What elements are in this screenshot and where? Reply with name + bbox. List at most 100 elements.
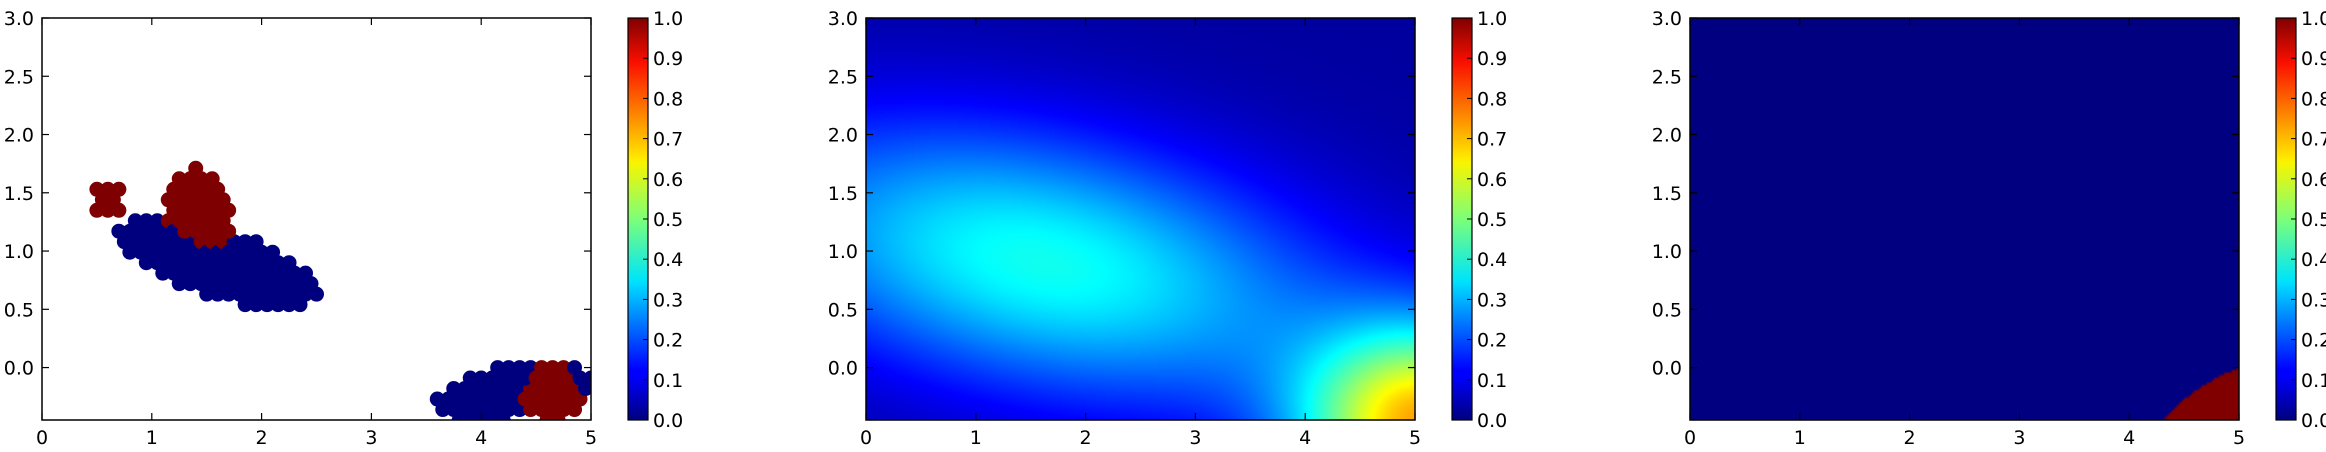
plot-frame — [1689, 17, 2240, 421]
y-tick-label: 2.5 — [828, 66, 858, 88]
y-tick-label: 2.0 — [1652, 125, 1682, 147]
x-tick-label: 1 — [1794, 427, 1806, 449]
scatter-point-class-1 — [221, 202, 237, 218]
x-tick-label: 5 — [2233, 427, 2245, 449]
y-tick-label: 1.0 — [1652, 241, 1682, 263]
x-tick-label: 1 — [146, 427, 158, 449]
scatter-points — [89, 160, 591, 420]
colorbar-gradient — [628, 18, 648, 420]
scatter-point-class-0 — [265, 244, 281, 260]
x-axis: 0 1 2 3 4 5 — [36, 18, 597, 449]
x-tick-label: 3 — [2013, 427, 2025, 449]
colorbar-tick-label: 0.1 — [2301, 370, 2326, 392]
colorbar-tick-label: 1.0 — [653, 8, 683, 30]
x-axis: 0 1 2 3 4 5 — [860, 18, 1421, 449]
scatter-point-class-1 — [221, 223, 237, 239]
x-tick-label: 4 — [475, 427, 487, 449]
scatter-point-class-1 — [111, 202, 127, 218]
heatmap-image — [866, 18, 1415, 420]
colorbar-tick-label: 0.4 — [1477, 249, 1507, 271]
colorbar-tick-label: 0.0 — [2301, 410, 2326, 432]
colorbar: 0.0 0.1 0.2 0.3 0.4 0.5 0.6 0.7 0.8 0.9 1.0 — [2275, 8, 2326, 432]
scatter-point-class-0 — [572, 370, 588, 386]
colorbar-tick-label: 0.5 — [2301, 209, 2326, 231]
colorbar-gradient — [2276, 18, 2296, 420]
y-tick-label: 1.0 — [4, 241, 34, 263]
x-tick-label: 5 — [1409, 427, 1421, 449]
scatter-point-class-0 — [473, 370, 489, 386]
x-tick-label: 2 — [1904, 427, 1916, 449]
colorbar: 0.0 0.1 0.2 0.3 0.4 0.5 0.6 0.7 0.8 0.9 1.0 — [1451, 8, 1507, 432]
scatter-point-class-0 — [111, 223, 127, 239]
colorbar-tick-label: 0.8 — [653, 88, 683, 110]
scatter-point-class-0 — [429, 391, 445, 407]
colorbar-tick-label: 0.1 — [653, 370, 683, 392]
colorbar-tick-label: 0.4 — [2301, 249, 2326, 271]
colorbar-tick-label: 0.7 — [653, 129, 683, 151]
y-tick-label: 0.5 — [4, 299, 34, 321]
y-tick-label: 2.0 — [828, 125, 858, 147]
plot-frame — [41, 17, 592, 421]
y-tick-label: 1.0 — [828, 241, 858, 263]
y-axis: 0.0 0.5 1.0 1.5 2.0 2.5 3.0 — [1652, 8, 2239, 380]
colorbar-tick-label: 0.2 — [653, 330, 683, 352]
x-tick-label: 4 — [1299, 427, 1311, 449]
y-tick-label: 3.0 — [4, 8, 34, 30]
colorbar-tick-label: 0.1 — [1477, 370, 1507, 392]
colorbar-tick-label: 0.4 — [653, 249, 683, 271]
x-axis: 0 1 2 3 4 5 — [1684, 18, 2245, 449]
y-tick-label: 3.0 — [828, 8, 858, 30]
y-tick-label: 2.5 — [1652, 66, 1682, 88]
y-tick-label: 0.5 — [1652, 299, 1682, 321]
y-tick-label: 0.5 — [828, 299, 858, 321]
scatter-point-class-0 — [309, 286, 324, 302]
colorbar-tick-label: 0.0 — [653, 410, 683, 432]
colorbar-tick-label: 0.8 — [1477, 88, 1507, 110]
x-tick-label: 4 — [2123, 427, 2135, 449]
colorbar-tick-label: 0.9 — [653, 48, 683, 70]
colorbar-tick-label: 0.2 — [1477, 330, 1507, 352]
colorbar-tick-label: 0.7 — [2301, 129, 2326, 151]
scatter-point-class-1 — [111, 181, 127, 197]
colorbar-tick-label: 0.3 — [1477, 289, 1507, 311]
scatter-point-class-0 — [298, 265, 314, 281]
colorbar-tick-label: 0.6 — [653, 169, 683, 191]
scatter-point-class-1 — [210, 181, 226, 197]
colorbar-tick-label: 0.2 — [2301, 330, 2326, 352]
colorbar-tick-label: 0.3 — [653, 289, 683, 311]
colorbar-tick-label: 1.0 — [2301, 8, 2326, 30]
x-tick-label: 0 — [1684, 427, 1696, 449]
colorbar: 0.0 0.1 0.2 0.3 0.4 0.5 0.6 0.7 0.8 0.9 1.0 — [627, 8, 683, 432]
scatter-point-class-1 — [100, 181, 116, 197]
scatter-point-class-1 — [89, 181, 105, 197]
scatter-point-class-0 — [462, 370, 478, 386]
scatter-point-class-0 — [254, 244, 270, 260]
x-tick-label: 1 — [970, 427, 982, 449]
y-tick-label: 1.5 — [828, 183, 858, 205]
x-tick-label: 5 — [585, 427, 597, 449]
colorbar-tick-label: 0.5 — [1477, 209, 1507, 231]
y-tick-label: 0.0 — [828, 358, 858, 380]
y-tick-label: 1.5 — [1652, 183, 1682, 205]
heatmap-image — [1690, 18, 2239, 420]
y-tick-label: 2.5 — [4, 66, 34, 88]
y-axis: 0.0 0.5 1.0 1.5 2.0 2.5 3.0 — [828, 8, 1415, 380]
colorbar-tick-label: 0.3 — [2301, 289, 2326, 311]
x-tick-label: 3 — [365, 427, 377, 449]
y-tick-label: 0.0 — [4, 358, 34, 380]
colorbar-tick-label: 0.0 — [1477, 410, 1507, 432]
y-axis: 0.0 0.5 1.0 1.5 2.0 2.5 3.0 — [4, 8, 591, 380]
scatter-point-class-0 — [583, 370, 591, 386]
colorbar-tick-label: 0.9 — [2301, 48, 2326, 70]
colorbar-tick-label: 1.0 — [1477, 8, 1507, 30]
colorbar-tick-label: 0.9 — [1477, 48, 1507, 70]
plot-frame — [865, 17, 1416, 421]
x-tick-label: 2 — [1080, 427, 1092, 449]
colorbar-tick-label: 0.7 — [1477, 129, 1507, 151]
y-tick-label: 1.5 — [4, 183, 34, 205]
colorbar-gradient — [1452, 18, 1472, 420]
colorbar-tick-label: 0.6 — [1477, 169, 1507, 191]
